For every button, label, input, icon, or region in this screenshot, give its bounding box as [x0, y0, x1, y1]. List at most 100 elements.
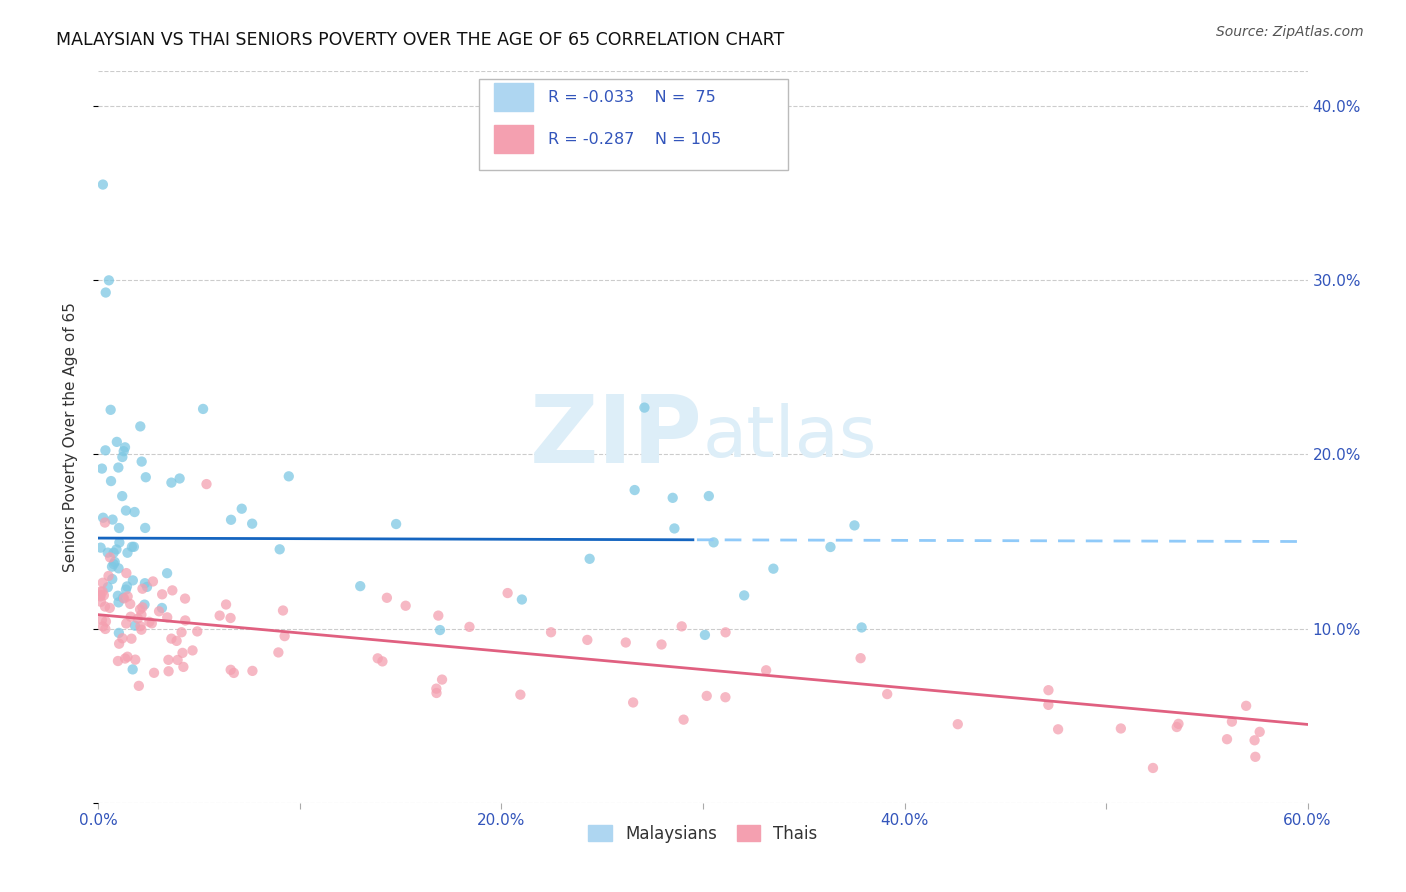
Point — [733, 589, 755, 603]
Point — [208, 608, 231, 623]
Point — [762, 562, 785, 576]
Text: R = -0.287    N = 105: R = -0.287 N = 105 — [548, 132, 721, 147]
Point — [89, 588, 111, 602]
Point — [107, 595, 129, 609]
Point — [458, 620, 481, 634]
Point — [166, 633, 188, 648]
Point — [108, 535, 131, 549]
Point — [429, 623, 451, 637]
Point — [120, 609, 142, 624]
Point — [121, 540, 143, 554]
Point — [186, 624, 208, 639]
Point — [269, 542, 291, 557]
Point — [1216, 732, 1239, 747]
Point — [1109, 722, 1132, 736]
Point — [124, 505, 146, 519]
Point — [94, 285, 117, 300]
Point — [174, 591, 197, 606]
Point — [134, 521, 156, 535]
Point — [844, 518, 866, 533]
Point — [1234, 698, 1257, 713]
Point — [849, 651, 872, 665]
Y-axis label: Seniors Poverty Over the Age of 65: Seniors Poverty Over the Age of 65 — [63, 302, 77, 572]
Point — [121, 632, 143, 646]
FancyBboxPatch shape — [494, 125, 533, 153]
Point — [242, 664, 264, 678]
Point — [138, 615, 160, 629]
Point — [696, 689, 718, 703]
Point — [101, 559, 124, 574]
Point — [156, 610, 179, 624]
Point — [156, 566, 179, 581]
Point — [693, 628, 716, 642]
Text: ZIP: ZIP — [530, 391, 703, 483]
Point — [578, 551, 600, 566]
Point — [1244, 749, 1267, 764]
Text: MALAYSIAN VS THAI SENIORS POVERTY OVER THE AGE OF 65 CORRELATION CHART: MALAYSIAN VS THAI SENIORS POVERTY OVER T… — [56, 31, 785, 49]
Point — [576, 632, 599, 647]
Point — [104, 555, 127, 569]
Point — [129, 419, 152, 434]
Point — [97, 569, 120, 583]
Point — [127, 611, 149, 625]
Point — [755, 663, 778, 677]
Point — [633, 401, 655, 415]
Point — [134, 598, 156, 612]
Point — [124, 653, 146, 667]
Point — [115, 616, 138, 631]
Point — [112, 591, 135, 605]
Legend: Malaysians, Thais: Malaysians, Thais — [582, 818, 824, 849]
Point — [1167, 716, 1189, 731]
Point — [114, 440, 136, 454]
Point — [90, 595, 112, 609]
Point — [117, 546, 139, 560]
Point — [1038, 698, 1060, 712]
Point — [131, 454, 153, 468]
Point — [150, 587, 173, 601]
Point — [97, 580, 120, 594]
Point — [94, 622, 117, 636]
Point — [267, 645, 290, 659]
Point — [169, 471, 191, 485]
Point — [277, 469, 299, 483]
Point — [172, 646, 194, 660]
Point — [131, 623, 153, 637]
Point — [1142, 761, 1164, 775]
Point — [271, 603, 294, 617]
Point — [90, 461, 112, 475]
Point — [134, 576, 156, 591]
Point — [157, 665, 180, 679]
Point — [174, 614, 197, 628]
Point — [100, 474, 122, 488]
Point — [946, 717, 969, 731]
Point — [222, 665, 245, 680]
Point — [231, 501, 253, 516]
Point — [150, 601, 173, 615]
Point — [427, 608, 450, 623]
Point — [1038, 683, 1060, 698]
Point — [349, 579, 371, 593]
Point — [385, 516, 408, 531]
Point — [89, 590, 111, 604]
Point — [650, 638, 672, 652]
Point — [131, 607, 153, 622]
Point — [121, 662, 143, 676]
Point — [157, 653, 180, 667]
Point — [714, 625, 737, 640]
Point — [107, 589, 129, 603]
Point — [121, 574, 143, 588]
Point — [91, 575, 114, 590]
Point — [162, 583, 184, 598]
Point — [661, 491, 683, 505]
Point — [820, 540, 842, 554]
Point — [107, 460, 129, 475]
Point — [122, 540, 145, 554]
Point — [115, 566, 138, 580]
Point — [129, 619, 152, 633]
Point — [195, 477, 218, 491]
Point — [101, 572, 124, 586]
Text: R = -0.033    N =  75: R = -0.033 N = 75 — [548, 90, 716, 105]
Point — [94, 615, 117, 629]
Point — [117, 590, 139, 604]
Point — [425, 681, 447, 696]
